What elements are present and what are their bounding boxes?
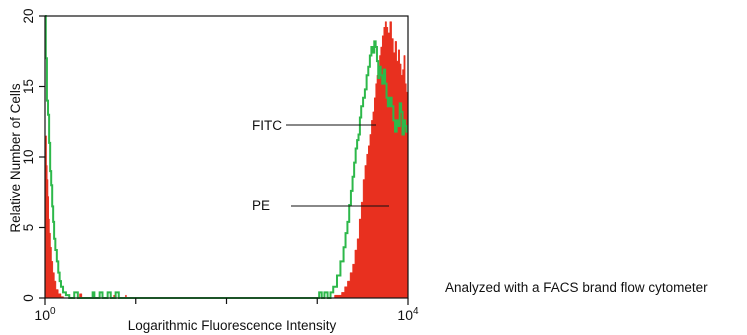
series-layer	[44, 15, 409, 299]
annotation-pe: PE	[252, 198, 270, 213]
y-tick-label-2: 10	[21, 149, 36, 164]
y-tick-label-0: 0	[21, 294, 36, 302]
y-tick-label-1: 5	[21, 224, 36, 232]
cytometer-note: Analyzed with a FACS brand flow cytomete…	[445, 280, 708, 295]
plot-frame	[44, 15, 409, 299]
x-axis-label: Logarithmic Fluorescence Intensity	[128, 318, 337, 333]
y-axis-label: Relative Number of Cells	[8, 83, 23, 233]
x-tick-label-1: 104	[397, 306, 419, 323]
x-tick-label-0: 100	[34, 306, 56, 323]
series-pe-histogram	[44, 21, 409, 299]
series-fitc-line	[44, 15, 408, 299]
y-tick-label-4: 20	[21, 8, 36, 23]
axes-layer: 0 5 10 15 20 100 104	[21, 8, 419, 323]
y-tick-label-3: 15	[21, 79, 36, 94]
annotation-fitc: FITC	[252, 118, 282, 133]
annotations-layer: FITC PE	[252, 118, 389, 213]
